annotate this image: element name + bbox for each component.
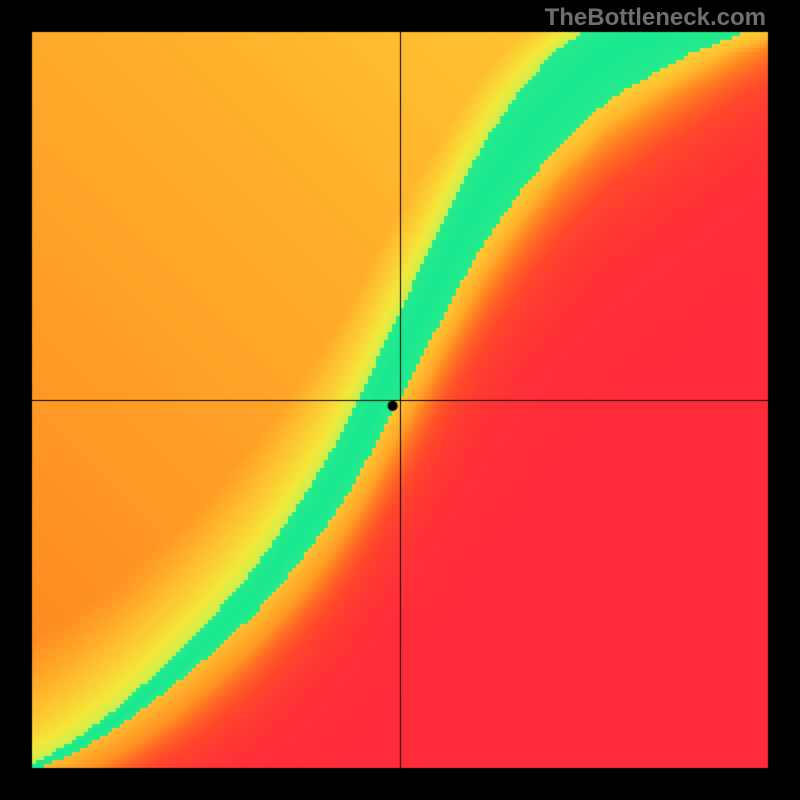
chart-container: TheBottleneck.com xyxy=(0,0,800,800)
heatmap-canvas xyxy=(0,0,800,800)
